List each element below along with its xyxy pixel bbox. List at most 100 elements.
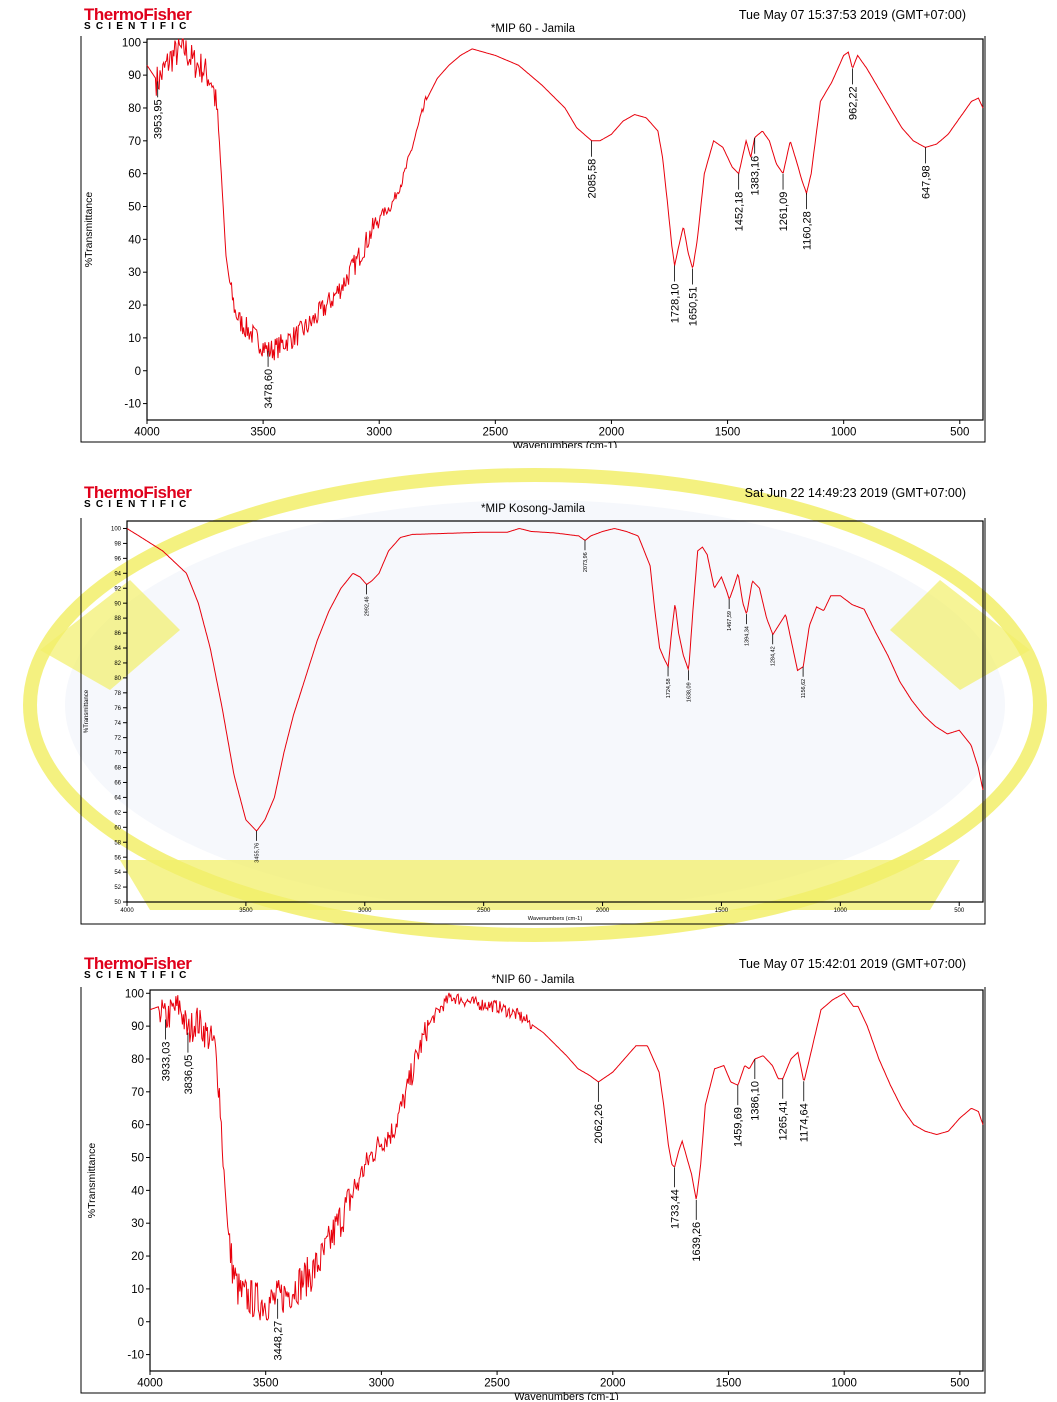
y-tick-label: 94 bbox=[114, 571, 121, 577]
peak-label: 1386,10 bbox=[750, 1081, 762, 1121]
brand-name: ThermoFisher bbox=[84, 954, 192, 973]
y-tick-label: 58 bbox=[114, 840, 121, 846]
y-tick-label: 74 bbox=[114, 721, 121, 727]
y-tick-label: 68 bbox=[114, 766, 121, 772]
peak-label: 1265,41 bbox=[778, 1101, 790, 1141]
y-tick-label: 98 bbox=[114, 542, 121, 548]
x-tick-label: 3000 bbox=[366, 427, 392, 439]
peak-label: 3836,05 bbox=[183, 1055, 195, 1095]
timestamp: Tue May 07 15:37:53 2019 (GMT+07:00) bbox=[738, 8, 966, 22]
watermark-wing-left bbox=[40, 580, 180, 690]
x-tick-label: 2500 bbox=[483, 427, 509, 439]
y-axis-label: %Transmittance bbox=[84, 689, 90, 733]
y-tick-label: 96 bbox=[114, 556, 121, 562]
y-tick-label: 40 bbox=[131, 1185, 144, 1197]
peak-label: 3478,60 bbox=[263, 369, 275, 409]
y-tick-label: 64 bbox=[114, 796, 121, 802]
peak-label: 1638,09 bbox=[687, 682, 693, 702]
spectrum-line bbox=[146, 38, 984, 361]
y-tick-label: 90 bbox=[131, 1021, 144, 1033]
x-tick-label: 4000 bbox=[134, 427, 160, 439]
x-tick-label: 1500 bbox=[716, 1378, 742, 1390]
x-tick-label: 1500 bbox=[715, 427, 741, 439]
y-tick-label: 62 bbox=[114, 810, 121, 816]
x-tick-label: 1000 bbox=[831, 427, 857, 439]
y-tick-label: -10 bbox=[127, 1350, 144, 1362]
watermark-base bbox=[120, 860, 960, 910]
peak-label: 1728,10 bbox=[669, 283, 681, 323]
peak-label: 1160,28 bbox=[801, 211, 813, 250]
spectrum-panel-3: ThermoFisher SCIENTIFIC Tue May 07 15:42… bbox=[80, 955, 986, 1400]
peak-label: 1467,59 bbox=[727, 611, 733, 631]
peak-label: 3953,95 bbox=[153, 99, 165, 139]
spectrum-chart: 100 98 96 94 92 90 88 86 84 82 80 78 76 74 72 70 68 66 64 6… bbox=[80, 518, 986, 925]
chart-frame bbox=[80, 987, 986, 1394]
y-tick-label: 80 bbox=[128, 103, 141, 115]
brand-name: ThermoFisher bbox=[84, 5, 192, 24]
x-tick-label: 500 bbox=[954, 908, 965, 914]
peak-label: 1156,62 bbox=[801, 679, 807, 698]
x-tick-label: 500 bbox=[950, 1378, 969, 1390]
y-tick-label: 52 bbox=[114, 885, 121, 891]
y-tick-label: 100 bbox=[111, 527, 122, 533]
y-tick-label: 70 bbox=[131, 1087, 144, 1099]
y-tick-label: 72 bbox=[114, 736, 121, 742]
x-tick-label: 4000 bbox=[137, 1378, 163, 1390]
spectrum-panel-2: ThermoFisher SCIENTIFIC Sat Jun 22 14:49… bbox=[80, 484, 986, 930]
peak-label: 2992,46 bbox=[364, 596, 370, 616]
peak-label: 1174,64 bbox=[799, 1103, 811, 1142]
y-tick-label: 30 bbox=[131, 1218, 144, 1230]
y-tick-label: 20 bbox=[131, 1251, 144, 1263]
x-axis-label: Wavenumbers (cm-1) bbox=[528, 916, 583, 922]
peak-label: 3933,03 bbox=[160, 1042, 172, 1082]
y-tick-label: 80 bbox=[131, 1054, 144, 1066]
y-tick-label: 54 bbox=[114, 870, 121, 876]
brand-logo: ThermoFisher SCIENTIFIC bbox=[84, 955, 192, 981]
y-tick-label: 50 bbox=[128, 202, 141, 214]
timestamp: Sat Jun 22 14:49:23 2019 (GMT+07:00) bbox=[744, 486, 966, 500]
x-tick-label: 3500 bbox=[250, 427, 276, 439]
chart-frame bbox=[80, 518, 986, 925]
y-axis-label: %Transmittance bbox=[83, 192, 95, 268]
peak-label: 647,98 bbox=[920, 165, 932, 199]
x-tick-label: 500 bbox=[950, 427, 969, 439]
y-tick-label: 90 bbox=[128, 70, 141, 82]
y-tick-label: 90 bbox=[114, 601, 121, 607]
y-tick-label: 66 bbox=[114, 781, 121, 787]
x-tick-label: 1500 bbox=[715, 908, 729, 914]
peak-label: 1261,09 bbox=[778, 192, 790, 232]
y-axis-label: %Transmittance bbox=[86, 1143, 98, 1219]
y-tick-label: -10 bbox=[124, 399, 141, 411]
x-tick-label: 3000 bbox=[369, 1378, 395, 1390]
y-tick-label: 30 bbox=[128, 267, 141, 279]
x-tick-label: 3500 bbox=[239, 908, 253, 914]
y-tick-label: 60 bbox=[131, 1120, 144, 1132]
x-tick-label: 1000 bbox=[834, 908, 848, 914]
plot-area bbox=[149, 989, 984, 1372]
y-tick-label: 60 bbox=[114, 825, 121, 831]
brand-sub: SCIENTIFIC bbox=[84, 970, 192, 981]
spectrum-line bbox=[149, 992, 984, 1321]
x-tick-label: 4000 bbox=[120, 908, 134, 914]
watermark-wing-right bbox=[890, 580, 1030, 690]
peak-label: 1733,44 bbox=[669, 1189, 681, 1229]
y-tick-label: 56 bbox=[114, 855, 121, 861]
x-tick-label: 1000 bbox=[831, 1378, 857, 1390]
y-tick-label: 92 bbox=[114, 586, 121, 592]
watermark-inner bbox=[65, 500, 1005, 910]
y-tick-label: 0 bbox=[138, 1317, 144, 1329]
peak-label: 3448,27 bbox=[273, 1321, 285, 1361]
brand-logo: ThermoFisher SCIENTIFIC bbox=[84, 6, 192, 32]
y-tick-label: 60 bbox=[128, 169, 141, 181]
x-axis-label: Wavenumbers (cm-1) bbox=[514, 1391, 618, 1400]
x-tick-label: 2000 bbox=[599, 427, 625, 439]
plot-area bbox=[146, 38, 984, 421]
peak-label: 1452,18 bbox=[734, 192, 746, 232]
peak-label: 962,22 bbox=[847, 86, 859, 120]
y-tick-label: 70 bbox=[128, 136, 141, 148]
spectrum-line bbox=[126, 528, 984, 832]
y-tick-label: 80 bbox=[114, 676, 121, 682]
chart-frame bbox=[80, 36, 986, 443]
y-tick-label: 0 bbox=[135, 366, 141, 378]
